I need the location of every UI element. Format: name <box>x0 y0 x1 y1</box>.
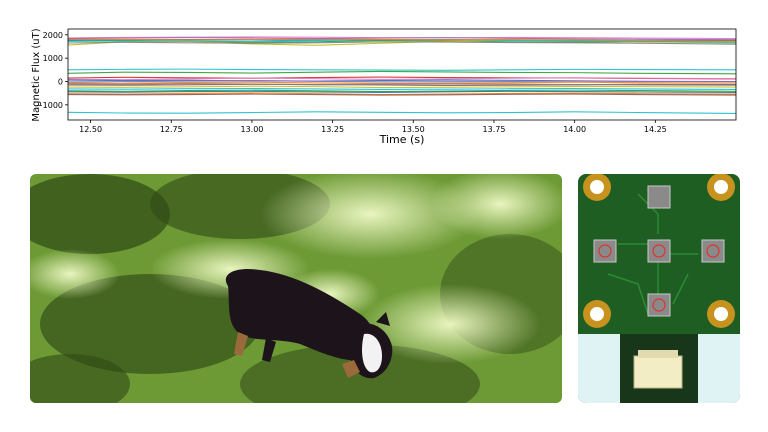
x-axis-label: Time (s) <box>379 133 425 146</box>
series-line-17 <box>67 85 737 89</box>
x-tick-label: 12.75 <box>160 125 183 134</box>
y-axis-label: Magnetic Flux (uT) <box>31 28 42 121</box>
series-line-19 <box>67 89 737 93</box>
sunlit-patches <box>30 174 562 364</box>
series-line-9 <box>67 70 737 75</box>
x-axis: 12.50 12.75 13.00 13.25 13.50 13.75 14.00 14.25 <box>79 120 667 134</box>
x-tick-label: 12.50 <box>79 125 102 134</box>
series-line-14 <box>67 81 737 85</box>
plot-frame <box>67 28 737 121</box>
x-tick-label: 14.25 <box>644 125 667 134</box>
series-line-22 <box>67 93 737 96</box>
series-line-7 <box>67 37 737 41</box>
x-tick-label: 13.25 <box>321 125 344 134</box>
y-tick-label: −1000 <box>36 101 63 110</box>
y-tick-label: 0 <box>58 78 63 87</box>
series-line-6 <box>67 41 737 45</box>
series-lines <box>67 36 737 115</box>
series-line-5 <box>67 38 737 42</box>
series-line-13 <box>67 80 737 83</box>
series-line-18 <box>67 87 737 90</box>
flex-cable-right <box>698 334 740 403</box>
magnetic-flux-chart: 12.50 12.75 13.00 13.25 13.50 13.75 14.00 14.25… <box>31 28 737 146</box>
x-tick-label: 13.00 <box>240 125 263 134</box>
y-tick-label: 1000 <box>43 54 63 63</box>
dog-photo <box>30 174 562 403</box>
x-tick-label: 13.50 <box>402 125 425 134</box>
flex-cable-left <box>578 334 620 403</box>
sensor-board-photo <box>578 174 740 403</box>
series-line-8 <box>67 68 737 71</box>
x-tick-label: 14.00 <box>563 125 586 134</box>
magnetometer-chips <box>593 185 725 317</box>
traces <box>607 193 698 315</box>
x-tick-label: 13.75 <box>483 125 506 134</box>
series-line-16 <box>67 83 737 86</box>
series-line-20 <box>67 90 737 94</box>
series-line-11 <box>67 77 737 81</box>
dog <box>225 268 393 379</box>
connector <box>633 350 683 389</box>
y-tick-label: 2000 <box>43 31 63 40</box>
series-line-23 <box>67 111 737 115</box>
y-axis: 2000 1000 0 −1000 <box>36 31 68 110</box>
